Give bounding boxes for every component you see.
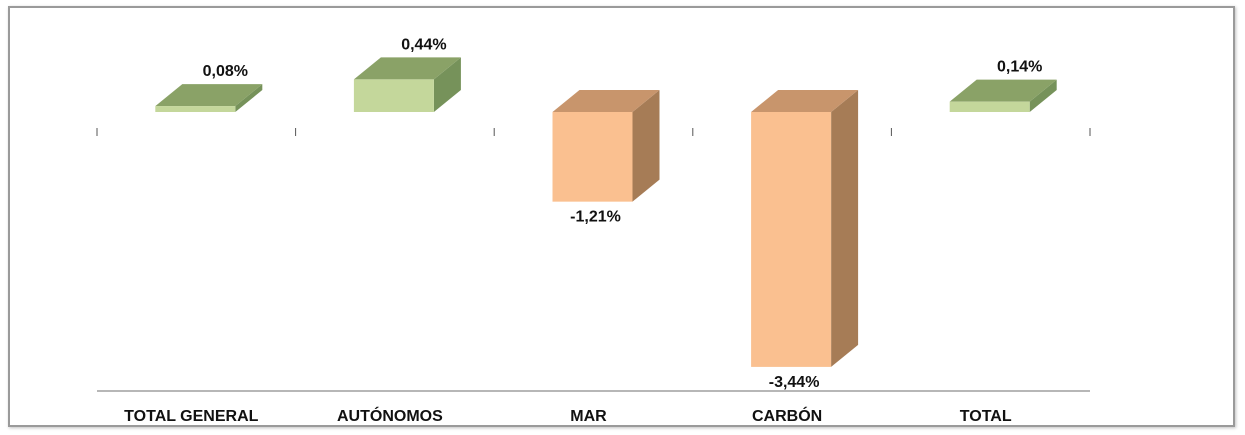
data-label: 0,44% — [401, 36, 446, 53]
bar-side — [235, 84, 263, 112]
bar-side — [433, 57, 461, 112]
category-label: AUTÓNOMOS — [337, 406, 443, 425]
bar — [949, 79, 1057, 112]
bar — [552, 90, 660, 202]
bar-chart: 0,08% TOTAL GENERAL 0,44% AUTÓNOMOS -1,21% MA… — [96, 36, 1091, 425]
data-label: -3,44% — [769, 374, 820, 391]
bar-front — [552, 112, 633, 202]
category-label: MAR — [570, 408, 607, 425]
bar-top — [552, 90, 660, 112]
bar — [751, 90, 859, 367]
category-label: CARBÓN — [752, 406, 822, 425]
bar-front — [155, 106, 236, 112]
bar-front — [949, 101, 1030, 112]
data-label: 0,14% — [997, 59, 1042, 76]
data-label: 0,08% — [203, 63, 248, 80]
chart-frame: 0,08% TOTAL GENERAL 0,44% AUTÓNOMOS -1,21% MA… — [8, 6, 1235, 427]
bar-side — [1029, 79, 1057, 112]
bar — [155, 84, 263, 112]
bar-top — [353, 57, 461, 80]
bar — [353, 57, 461, 112]
bar-side — [632, 90, 660, 202]
data-label: -1,21% — [570, 209, 621, 226]
bar-front — [353, 79, 434, 112]
category-label: TOTAL — [960, 408, 1012, 425]
bar-front — [751, 112, 832, 367]
bar-top — [751, 90, 859, 112]
category-label: TOTAL GENERAL — [124, 408, 258, 425]
bar-top — [949, 79, 1057, 102]
bar-side — [831, 90, 859, 367]
bar-top — [155, 84, 263, 107]
